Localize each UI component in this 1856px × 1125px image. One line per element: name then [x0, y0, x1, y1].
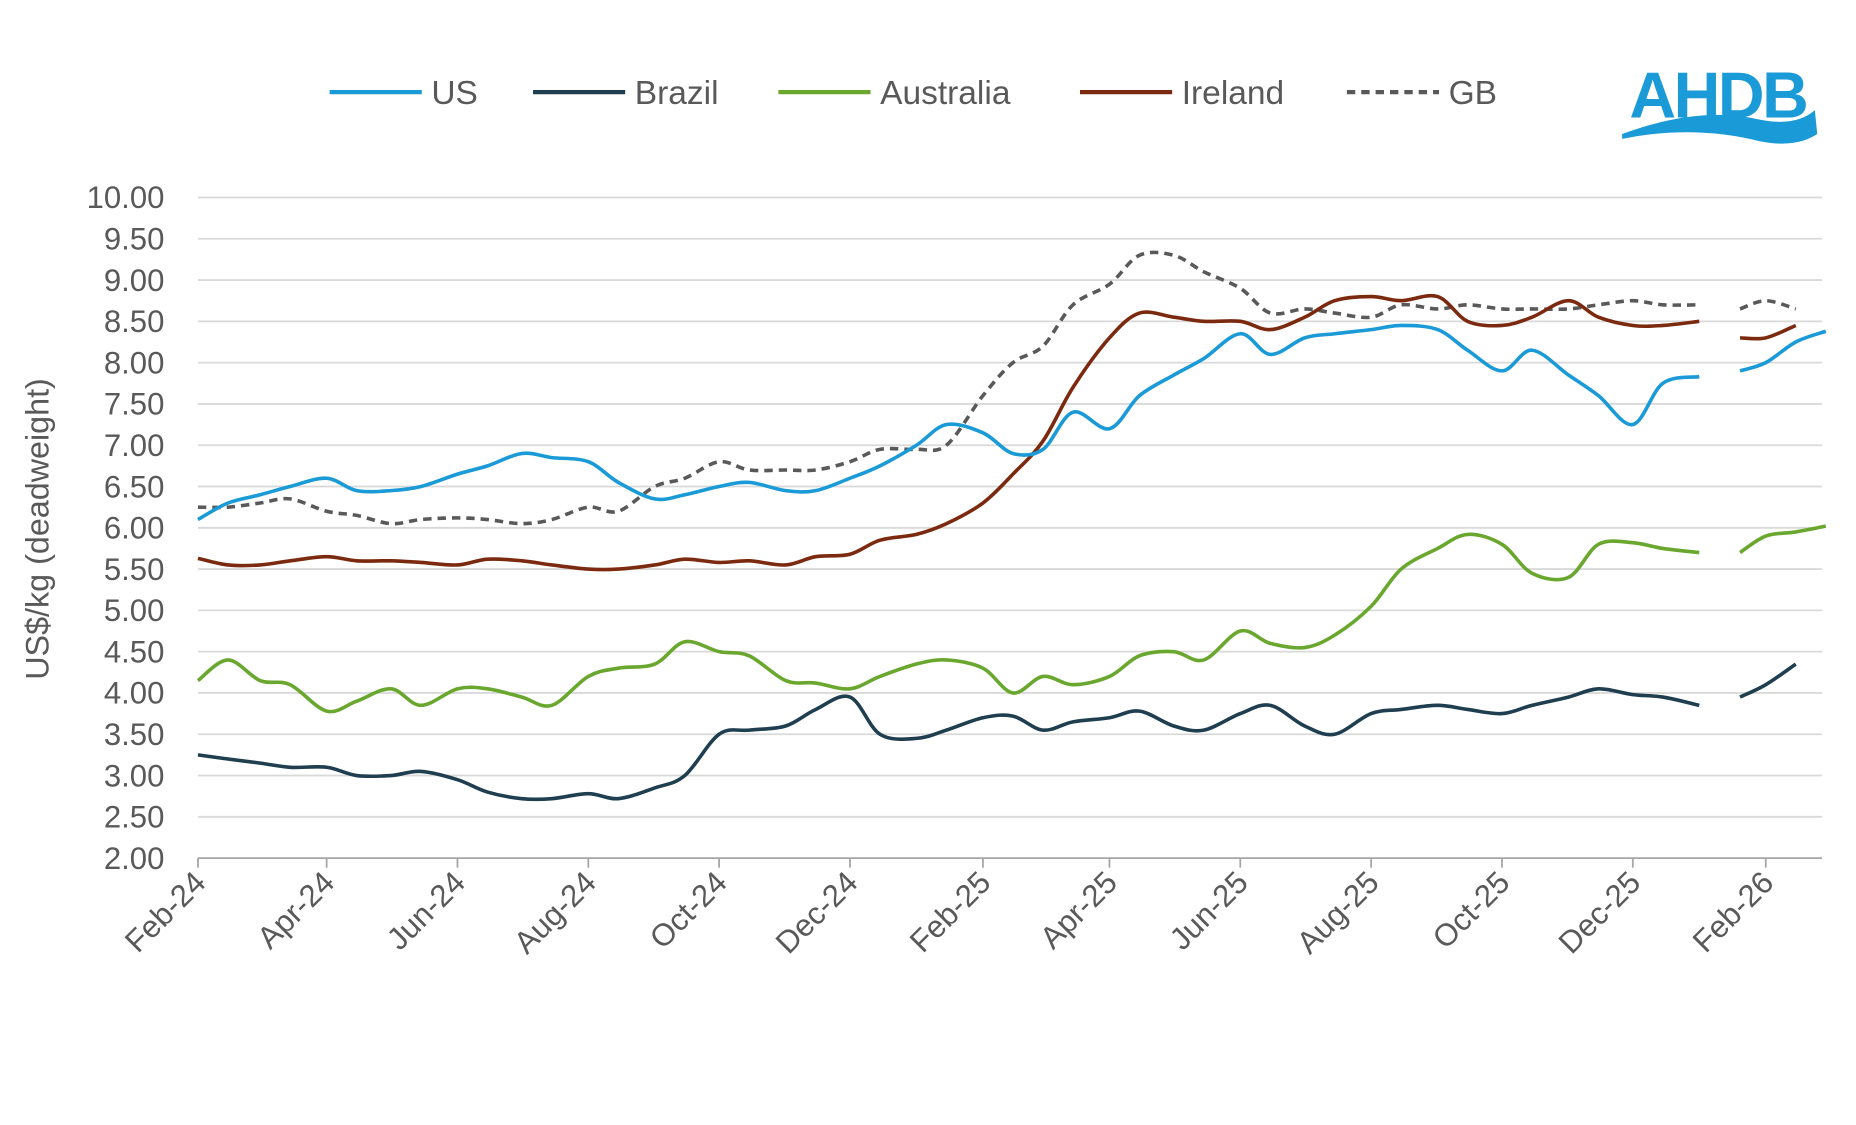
legend-item-us: US — [329, 75, 478, 112]
x-tick-label: Aug-24 — [507, 865, 603, 961]
legend-item-australia: Australia — [778, 75, 1011, 112]
y-tick-label: 6.50 — [104, 469, 165, 504]
x-tick-label: Feb-25 — [903, 865, 997, 959]
y-tick-label: 4.50 — [104, 634, 165, 669]
y-tick-label: 8.50 — [104, 304, 165, 339]
series-lines — [196, 250, 1827, 802]
x-tick-label: Feb-26 — [1686, 865, 1780, 959]
legend-label: Australia — [880, 75, 1011, 112]
legend-label: Ireland — [1182, 75, 1284, 112]
y-tick-label: 6.00 — [104, 511, 165, 546]
series-line-gb — [197, 250, 1700, 526]
x-tick-label: Oct-25 — [1426, 865, 1517, 956]
y-tick-label: 5.00 — [104, 593, 165, 628]
gridlines — [197, 196, 1823, 818]
y-tick-label: 2.00 — [104, 841, 165, 876]
y-tick-label: 3.50 — [104, 717, 165, 752]
x-tick-label: Dec-25 — [1552, 865, 1648, 961]
legend-label: Brazil — [635, 75, 719, 112]
y-tick-label: 3.00 — [104, 758, 165, 793]
x-tick-label: Feb-24 — [118, 865, 212, 959]
legend-item-gb: GB — [1346, 75, 1497, 112]
y-tick-label: 7.00 — [104, 428, 165, 463]
x-axis: Feb-24 Apr-24 Jun-24 Aug-24 Oct-24 Dec-24 Feb-… — [118, 857, 1823, 961]
legend-label: GB — [1449, 75, 1497, 112]
series-line-gb — [1739, 298, 1797, 311]
x-tick-label: Apr-24 — [250, 865, 341, 956]
y-tick-label: 7.50 — [104, 387, 165, 422]
y-tick-label: 2.50 — [104, 800, 165, 835]
x-tick-label: Jun-24 — [380, 865, 472, 957]
y-tick-label: 10.00 — [87, 180, 165, 215]
legend-label: US — [431, 75, 478, 112]
x-tick-label: Jun-25 — [1163, 865, 1255, 957]
y-tick-label: 4.00 — [104, 676, 165, 711]
series-line-us — [1739, 329, 1827, 373]
x-tick-label: Dec-24 — [769, 865, 865, 961]
x-tick-label: Apr-25 — [1033, 865, 1124, 956]
legend-item-brazil: Brazil — [533, 75, 719, 112]
y-tick-label: 9.50 — [104, 222, 165, 257]
y-tick-label: 8.00 — [104, 345, 165, 380]
series-line-ireland — [1739, 323, 1797, 341]
x-tick-label: Oct-24 — [643, 865, 734, 956]
x-tick-label: Aug-25 — [1290, 865, 1386, 961]
y-axis-ticks: 10.00 9.50 9.00 8.50 8.00 7.50 7.00 6.50 6.00 5.5… — [87, 180, 165, 876]
y-tick-label: 9.00 — [104, 263, 165, 298]
series-line-us — [197, 323, 1700, 522]
series-line-australia — [196, 532, 1700, 714]
legend: US Brazil Australia Ireland GB — [329, 75, 1497, 112]
legend-item-ireland: Ireland — [1079, 75, 1284, 112]
y-tick-label: 5.50 — [104, 552, 165, 587]
series-line-australia — [1739, 524, 1827, 555]
series-line-brazil — [1739, 662, 1797, 699]
y-axis-label: US$/kg (deadweight) — [19, 378, 55, 680]
series-line-ireland — [197, 293, 1700, 572]
series-line-brazil — [197, 687, 1700, 802]
ahdb-logo: AHDB — [1622, 59, 1818, 144]
